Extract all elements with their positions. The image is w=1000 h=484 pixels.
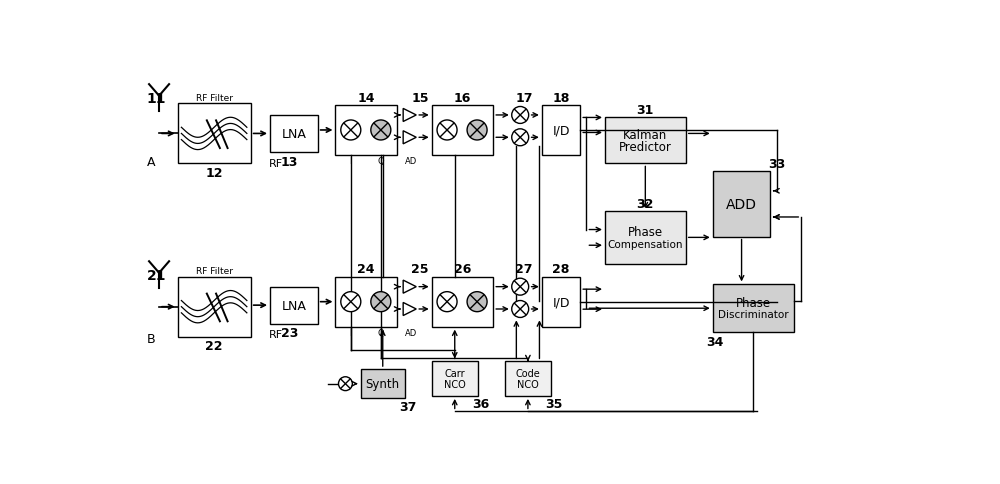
Bar [432, 106, 493, 156]
Text: RF Filter: RF Filter [196, 93, 233, 103]
Text: B: B [147, 332, 155, 345]
Bar [178, 104, 251, 164]
Text: 22: 22 [205, 340, 223, 353]
Text: Carr: Carr [444, 368, 465, 378]
Bar [605, 212, 686, 264]
Bar [713, 285, 794, 333]
Text: Predictor: Predictor [619, 141, 672, 154]
Circle shape [437, 121, 457, 141]
Text: 32: 32 [637, 197, 654, 211]
Bar [542, 106, 580, 156]
Text: RF: RF [268, 158, 283, 168]
Circle shape [437, 292, 457, 312]
Bar [178, 277, 251, 337]
Text: NCO: NCO [517, 379, 539, 389]
Bar [335, 277, 397, 327]
Text: ADD: ADD [726, 197, 757, 212]
Circle shape [467, 292, 487, 312]
Text: 27: 27 [515, 263, 533, 276]
Bar [605, 118, 686, 164]
Polygon shape [403, 303, 416, 316]
Circle shape [467, 121, 487, 141]
Text: AD: AD [405, 328, 417, 337]
Text: I/D: I/D [552, 124, 570, 137]
Bar [270, 287, 318, 324]
Circle shape [371, 292, 391, 312]
Text: Phase: Phase [628, 225, 663, 238]
Circle shape [341, 292, 361, 312]
Text: I/D: I/D [552, 296, 570, 308]
Text: AD: AD [405, 156, 417, 166]
Text: 14: 14 [357, 91, 375, 105]
Text: Phase: Phase [736, 296, 771, 309]
Circle shape [512, 279, 529, 296]
Polygon shape [403, 281, 416, 294]
Text: LNA: LNA [281, 128, 306, 141]
Bar [361, 369, 405, 398]
Text: 11: 11 [147, 92, 166, 106]
Text: RF Filter: RF Filter [196, 266, 233, 275]
Bar [505, 362, 551, 396]
Text: Q: Q [378, 328, 384, 337]
Text: Compensation: Compensation [608, 239, 683, 249]
Text: Q: Q [378, 156, 384, 166]
Circle shape [341, 121, 361, 141]
Polygon shape [403, 109, 416, 122]
Text: RF: RF [268, 330, 283, 340]
Text: Kalman: Kalman [623, 128, 667, 141]
Text: I: I [350, 156, 352, 166]
Circle shape [512, 130, 529, 147]
Text: 37: 37 [399, 400, 416, 413]
Circle shape [338, 377, 352, 391]
Text: 33: 33 [768, 158, 785, 170]
Bar [713, 172, 770, 237]
Text: Code: Code [516, 368, 540, 378]
Text: 13: 13 [281, 155, 298, 168]
Bar [335, 106, 397, 156]
Bar [270, 116, 318, 152]
Text: LNA: LNA [281, 299, 306, 312]
Text: 12: 12 [205, 167, 223, 180]
Circle shape [512, 107, 529, 124]
Text: I: I [350, 328, 352, 337]
Text: 15: 15 [411, 91, 429, 105]
Text: 17: 17 [515, 91, 533, 105]
Circle shape [512, 301, 529, 318]
Text: 18: 18 [552, 91, 570, 105]
Polygon shape [403, 132, 416, 145]
Text: 16: 16 [454, 91, 471, 105]
Text: NCO: NCO [444, 379, 466, 389]
Text: 36: 36 [472, 397, 490, 410]
Text: 31: 31 [637, 104, 654, 117]
Text: Discriminator: Discriminator [718, 310, 788, 320]
Text: A: A [147, 155, 155, 168]
Text: 23: 23 [281, 327, 298, 340]
Text: 28: 28 [552, 263, 570, 276]
Text: Synth: Synth [366, 378, 400, 391]
Text: 21: 21 [147, 269, 166, 283]
Text: 34: 34 [707, 335, 724, 348]
Text: 26: 26 [454, 263, 471, 276]
Text: 24: 24 [357, 263, 375, 276]
Bar [432, 277, 493, 327]
Bar [432, 362, 478, 396]
Bar [542, 277, 580, 327]
Text: 25: 25 [411, 263, 429, 276]
Text: 35: 35 [545, 397, 563, 410]
Circle shape [371, 121, 391, 141]
